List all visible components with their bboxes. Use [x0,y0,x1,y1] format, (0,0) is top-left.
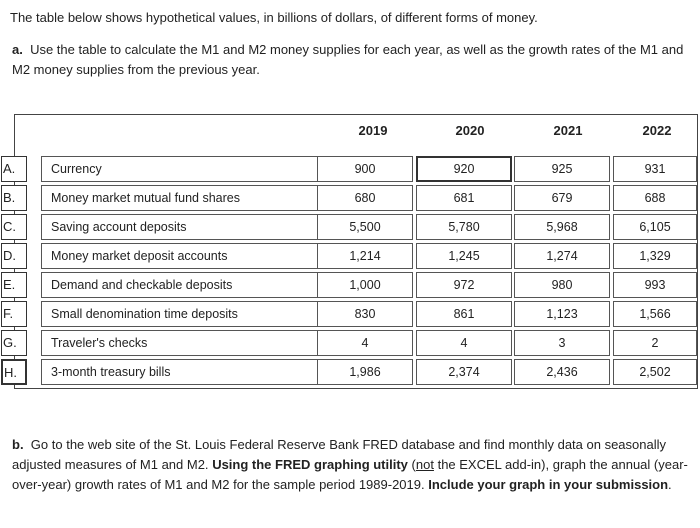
row-letter: F. [1,301,27,327]
row-letter: D. [1,243,27,269]
year-header-2021: 2021 [553,123,583,138]
value-cell: 5,500 [317,214,413,240]
row-label: 3-month treasury bills [41,359,325,385]
value-cell: 2 [613,330,697,356]
question-b-text-2: the EXCEL add-in), graph the annual (yea… [12,457,688,492]
value-cell: 681 [416,185,512,211]
question-b-bold-1: Using the FRED graphing utility [212,457,408,472]
money-table: 2019 2020 2021 2022 A. Currency 900 920 … [1,114,698,389]
table-row: A. Currency 900 920 925 931 [1,156,697,185]
row-label: Traveler's checks [41,330,325,356]
value-cell: 1,000 [317,272,413,298]
row-letter: B. [1,185,27,211]
value-cell: 5,780 [416,214,512,240]
value-cell: 931 [613,156,697,182]
value-cell: 1,245 [416,243,512,269]
value-cell: 2,502 [613,359,697,385]
value-cell: 4 [317,330,413,356]
year-header-2020: 2020 [455,123,485,138]
question-b: b. Go to the web site of the St. Louis F… [12,435,692,495]
value-cell: 1,329 [613,243,697,269]
value-cell: 6,105 [613,214,697,240]
value-cell: 1,986 [317,359,413,385]
value-cell: 3 [514,330,610,356]
row-label: Demand and checkable deposits [41,272,325,298]
value-cell: 900 [317,156,413,182]
row-letter: A. [1,156,27,182]
value-cell: 1,274 [514,243,610,269]
value-cell: 1,214 [317,243,413,269]
value-cell: 1,566 [613,301,697,327]
row-letter: E. [1,272,27,298]
value-cell: 972 [416,272,512,298]
value-cell: 680 [317,185,413,211]
value-cell: 980 [514,272,610,298]
value-cell: 920 [416,156,512,182]
question-b-underline: not [415,457,434,472]
row-letter: G. [1,330,27,356]
value-cell: 679 [514,185,610,211]
row-label: Money market mutual fund shares [41,185,325,211]
question-b-text-3: . [668,477,672,492]
question-a-label: a. [12,42,23,57]
value-cell: 5,968 [514,214,610,240]
question-a-text: Use the table to calculate the M1 and M2… [12,42,684,77]
row-label: Saving account deposits [41,214,325,240]
value-cell: 993 [613,272,697,298]
question-b-bold-2: Include your graph in your submission [428,477,669,492]
value-cell: 830 [317,301,413,327]
question-b-paren: ( [411,457,416,472]
row-letter: C. [1,214,27,240]
table-row: G. Traveler's checks 4 4 3 2 [1,330,697,359]
table-row: C. Saving account deposits 5,500 5,780 5… [1,214,697,243]
value-cell: 861 [416,301,512,327]
table-row: E. Demand and checkable deposits 1,000 9… [1,272,697,301]
table-row: B. Money market mutual fund shares 680 6… [1,185,697,214]
row-label: Small denomination time deposits [41,301,325,327]
year-header-2022: 2022 [642,123,672,138]
row-letter: H. [1,359,27,385]
value-cell: 2,374 [416,359,512,385]
table-row: D. Money market deposit accounts 1,214 1… [1,243,697,272]
table-row: H. 3-month treasury bills 1,986 2,374 2,… [1,359,697,388]
value-cell: 4 [416,330,512,356]
year-header-2019: 2019 [358,123,388,138]
intro-text: The table below shows hypothetical value… [10,10,538,25]
table-row: F. Small denomination time deposits 830 … [1,301,697,330]
question-b-label: b. [12,437,24,452]
question-a: a. Use the table to calculate the M1 and… [12,40,692,80]
question-b-text-1: Go to the web site of the St. Louis Fede… [12,437,666,472]
value-cell: 2,436 [514,359,610,385]
value-cell: 1,123 [514,301,610,327]
value-cell: 688 [613,185,697,211]
value-cell: 925 [514,156,610,182]
row-label: Currency [41,156,325,182]
row-label: Money market deposit accounts [41,243,325,269]
